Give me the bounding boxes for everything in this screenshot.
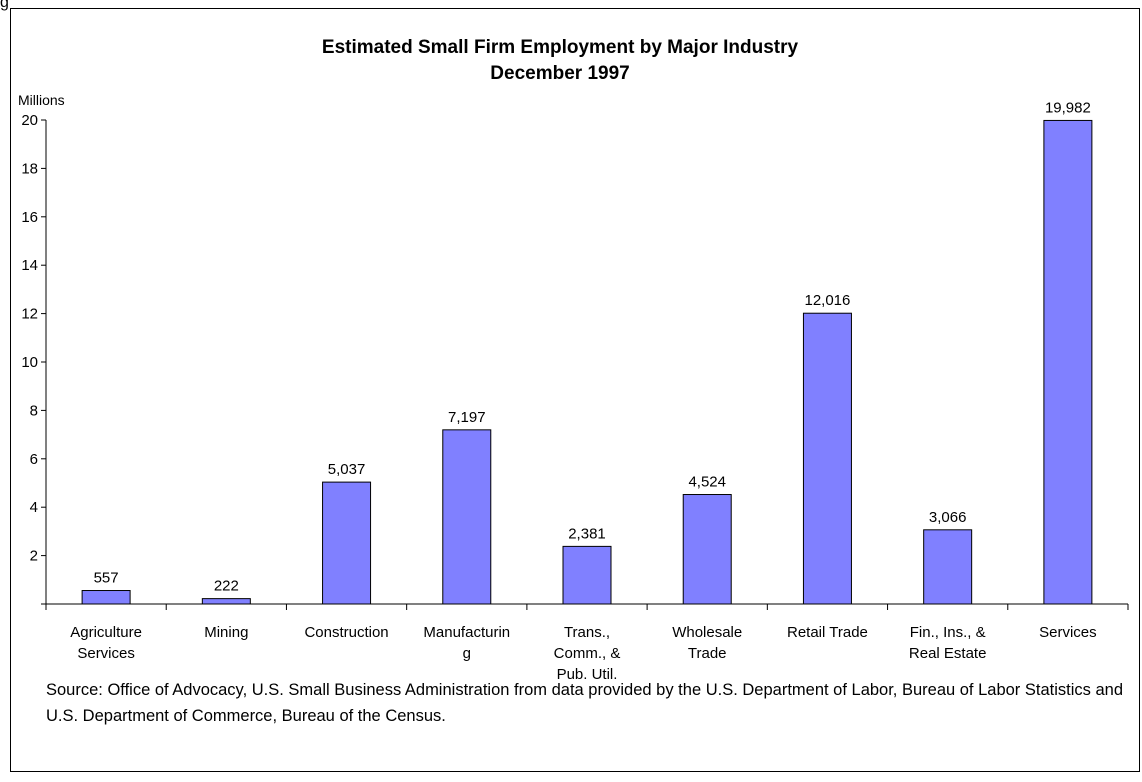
- bar: [442, 429, 492, 605]
- category-label-line: Services: [77, 645, 135, 662]
- chart-title: Estimated Small Firm Employment by Major…: [322, 37, 799, 58]
- data-label: 2,381: [568, 525, 606, 542]
- data-label: 7,197: [448, 409, 486, 426]
- category-label-line: Agriculture: [70, 624, 142, 641]
- category-label-line: Mining: [204, 624, 248, 641]
- category-label-line: Trade: [688, 645, 727, 662]
- y-tick-label: 4: [30, 499, 38, 516]
- category-label: Construction: [304, 624, 388, 641]
- data-label: 19,982: [1045, 99, 1091, 116]
- category-label-line: Wholesale: [672, 624, 742, 641]
- category-label-line: Fin., Ins., &: [910, 624, 986, 641]
- category-label: Mining: [204, 624, 248, 641]
- data-label: 5,037: [328, 461, 366, 478]
- chart-subtitle: December 1997: [490, 63, 629, 84]
- y-tick-label: 16: [21, 209, 38, 226]
- y-axis-unit-label: Millions: [18, 92, 65, 108]
- category-label-line: Real Estate: [909, 645, 987, 662]
- category-label-line: Services: [1039, 624, 1097, 641]
- data-label: 557: [94, 570, 119, 587]
- y-tick-label: 18: [21, 160, 38, 177]
- bar: [923, 529, 973, 605]
- category-label-line: Comm., &: [554, 645, 621, 662]
- bar: [81, 590, 131, 605]
- category-label-line: Pub. Util.: [557, 666, 618, 683]
- plot-area: 2 4 6 8 10 12 14 16 18 20 557 Agriculture Services 22…: [21, 99, 1129, 683]
- bar: [322, 481, 372, 605]
- category-label: Fin., Ins., & Real Estate: [909, 624, 987, 662]
- data-label: 4,524: [688, 474, 726, 491]
- category-label: Wholesale Trade: [672, 624, 742, 662]
- y-tick-label: 8: [30, 402, 38, 419]
- y-tick-label: 6: [30, 451, 38, 468]
- category-label: Retail Trade: [787, 624, 868, 641]
- page-corner-label: g: [0, 0, 9, 11]
- data-label: 3,066: [929, 509, 967, 526]
- category-label-line: g: [463, 645, 471, 662]
- category-label-line: Retail Trade: [787, 624, 868, 641]
- category-label-line: Trans.,: [564, 624, 610, 641]
- y-tick-label: 12: [21, 306, 38, 323]
- chart-frame: [10, 8, 1140, 772]
- bar: [802, 312, 852, 605]
- y-tick-label: 14: [21, 257, 38, 274]
- category-label: Services: [1039, 624, 1097, 641]
- category-label: Trans., Comm., & Pub. Util.: [554, 624, 621, 683]
- y-tick-label: 20: [21, 112, 38, 129]
- source-note: Source: Office of Advocacy, U.S. Small B…: [46, 681, 1124, 725]
- bar: [1043, 119, 1093, 605]
- y-tick-label: 2: [30, 548, 38, 565]
- bar: [562, 545, 612, 605]
- category-label: Manufacturin g: [423, 624, 510, 662]
- category-label-line: Construction: [304, 624, 388, 641]
- y-tick-label: 10: [21, 354, 38, 371]
- data-label: 222: [214, 578, 239, 595]
- data-label: 12,016: [804, 292, 850, 309]
- bar: [201, 598, 251, 605]
- bar: [682, 494, 732, 605]
- category-label: Agriculture Services: [70, 624, 142, 662]
- category-label-line: Manufacturin: [423, 624, 510, 641]
